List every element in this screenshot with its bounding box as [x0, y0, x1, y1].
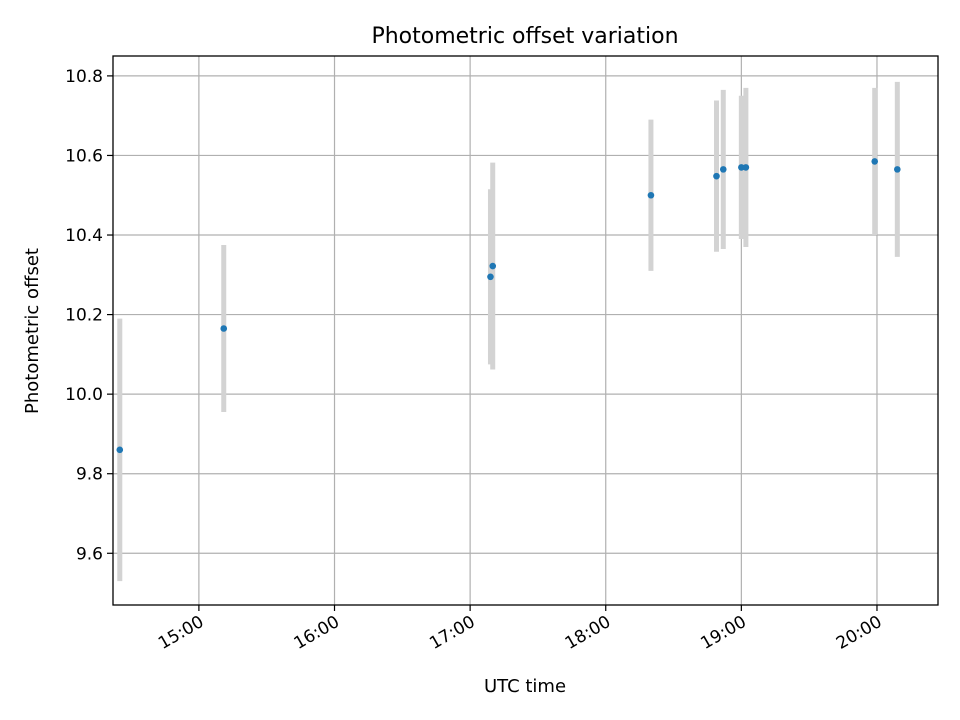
y-axis-ticks: 9.6 9.8 10.0 10.2 10.4 10.6 10.8 [65, 67, 113, 564]
plot-frame [112, 55, 939, 606]
x-tick-label: 18:00 [562, 612, 614, 654]
grid-lines [113, 56, 938, 605]
data-point [489, 262, 497, 270]
data-point [894, 166, 901, 173]
data-point [713, 172, 720, 180]
y-tick-label: 10.2 [65, 306, 103, 326]
data-point [719, 166, 727, 173]
x-tick-label: 19:00 [697, 612, 749, 654]
data-point [742, 164, 750, 171]
data-point [220, 325, 228, 332]
data-point [871, 158, 879, 165]
y-tick-label: 10.8 [65, 67, 103, 87]
x-axis-ticks: 15:00 16:00 17:00 18:00 19:00 20:00 [155, 605, 885, 654]
data-point [116, 446, 124, 454]
x-tick-label: 20:00 [833, 612, 885, 654]
data-point [738, 164, 745, 171]
x-axis-label: UTC time [484, 676, 566, 697]
x-tick-label: 16:00 [291, 612, 343, 654]
y-tick-label: 10.4 [65, 226, 103, 246]
y-axis-label: Photometric offset [22, 248, 43, 414]
y-tick-label: 10.0 [65, 385, 103, 405]
data-points [116, 158, 901, 454]
y-tick-label: 10.6 [65, 146, 103, 166]
x-tick-label: 15:00 [155, 612, 207, 654]
data-point [487, 273, 494, 281]
error-bars [117, 81, 900, 582]
x-tick-label: 17:00 [426, 612, 478, 654]
chart-title: Photometric offset variation [371, 24, 678, 49]
data-point [647, 191, 655, 199]
y-tick-label: 9.8 [76, 465, 103, 485]
y-tick-label: 9.6 [76, 544, 103, 564]
